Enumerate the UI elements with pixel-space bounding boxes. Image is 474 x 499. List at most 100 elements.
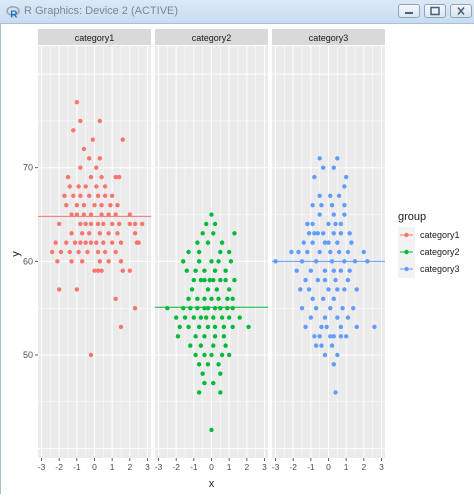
data-point: [79, 231, 85, 236]
data-point: [211, 343, 216, 348]
data-point: [120, 268, 125, 273]
data-point: [333, 277, 338, 283]
data-point: [324, 324, 329, 330]
facet-strip-label: category1: [75, 33, 115, 43]
data-point: [310, 296, 315, 302]
data-point: [198, 343, 204, 348]
data-point: [312, 231, 317, 236]
x-tick-label: -2: [172, 462, 180, 472]
data-point: [71, 128, 76, 133]
close-icon: [457, 6, 465, 16]
r-logo-icon: R: [6, 6, 20, 19]
data-point: [321, 296, 326, 302]
data-point: [85, 249, 90, 255]
x-tick-label: 0: [326, 462, 331, 472]
data-point: [79, 259, 85, 264]
data-point: [319, 324, 324, 330]
data-point: [78, 221, 83, 227]
data-point: [56, 221, 62, 227]
data-point: [204, 221, 209, 227]
data-point: [92, 202, 97, 208]
data-point: [127, 221, 133, 227]
data-point: [209, 259, 214, 264]
data-point: [305, 221, 310, 227]
data-point: [76, 249, 81, 255]
data-point: [310, 240, 315, 245]
data-point: [132, 305, 138, 311]
data-point: [345, 249, 351, 255]
data-point: [64, 202, 69, 208]
data-point: [352, 259, 358, 264]
data-point: [186, 249, 191, 255]
data-point: [338, 334, 344, 339]
data-point: [328, 334, 333, 339]
data-point: [226, 249, 232, 255]
data-point: [226, 315, 232, 320]
data-point: [118, 324, 124, 330]
minimize-button[interactable]: [398, 4, 420, 18]
data-point: [195, 305, 200, 311]
data-point: [97, 231, 102, 236]
data-point: [221, 334, 227, 339]
data-point: [329, 259, 335, 264]
data-point: [299, 305, 305, 311]
data-point: [338, 268, 344, 273]
data-point: [113, 249, 118, 255]
data-point: [83, 184, 88, 189]
legend-label: category3: [420, 264, 460, 274]
data-point: [209, 427, 214, 433]
data-point: [56, 287, 62, 292]
data-point: [109, 221, 115, 227]
facet-strip: [155, 29, 268, 45]
data-point: [310, 202, 315, 208]
x-axis-title: x: [209, 478, 215, 490]
data-point: [69, 259, 74, 264]
data-point: [308, 268, 314, 273]
data-point: [298, 287, 303, 292]
data-point: [78, 193, 83, 199]
data-point: [115, 231, 120, 236]
minimize-icon: [405, 12, 413, 14]
data-point: [99, 212, 104, 217]
data-point: [321, 231, 326, 236]
data-point: [99, 202, 104, 208]
data-point: [88, 221, 94, 227]
x-tick-label: 1: [227, 462, 232, 472]
data-point: [223, 268, 228, 273]
data-point: [306, 231, 312, 236]
data-point: [216, 296, 221, 302]
data-point: [326, 240, 331, 245]
data-point: [205, 287, 211, 292]
data-point: [204, 315, 209, 320]
data-point: [354, 324, 359, 330]
data-point: [65, 174, 71, 180]
x-tick-label: -2: [55, 462, 63, 472]
x-tick-label: -1: [73, 462, 81, 472]
data-point: [191, 277, 197, 283]
data-point: [209, 352, 214, 358]
legend-title: group: [398, 211, 426, 223]
data-point: [338, 221, 344, 227]
data-point: [315, 277, 321, 283]
data-point: [177, 324, 182, 330]
data-point: [78, 118, 83, 124]
legend-key-point: [404, 249, 409, 255]
data-point: [88, 212, 94, 217]
data-point: [207, 277, 212, 283]
data-point: [331, 231, 336, 236]
data-point: [331, 334, 336, 339]
data-point: [218, 277, 223, 283]
data-point: [218, 371, 223, 376]
legend-label: category1: [420, 230, 460, 240]
maximize-button[interactable]: [424, 4, 446, 18]
data-point: [53, 240, 58, 245]
data-point: [99, 268, 104, 273]
data-point: [329, 343, 335, 348]
close-button[interactable]: [450, 4, 472, 18]
data-point: [81, 212, 87, 217]
legend-key-point: [404, 266, 409, 272]
data-point: [317, 334, 322, 339]
data-point: [294, 268, 299, 273]
data-point: [101, 221, 106, 227]
data-point: [230, 324, 235, 330]
